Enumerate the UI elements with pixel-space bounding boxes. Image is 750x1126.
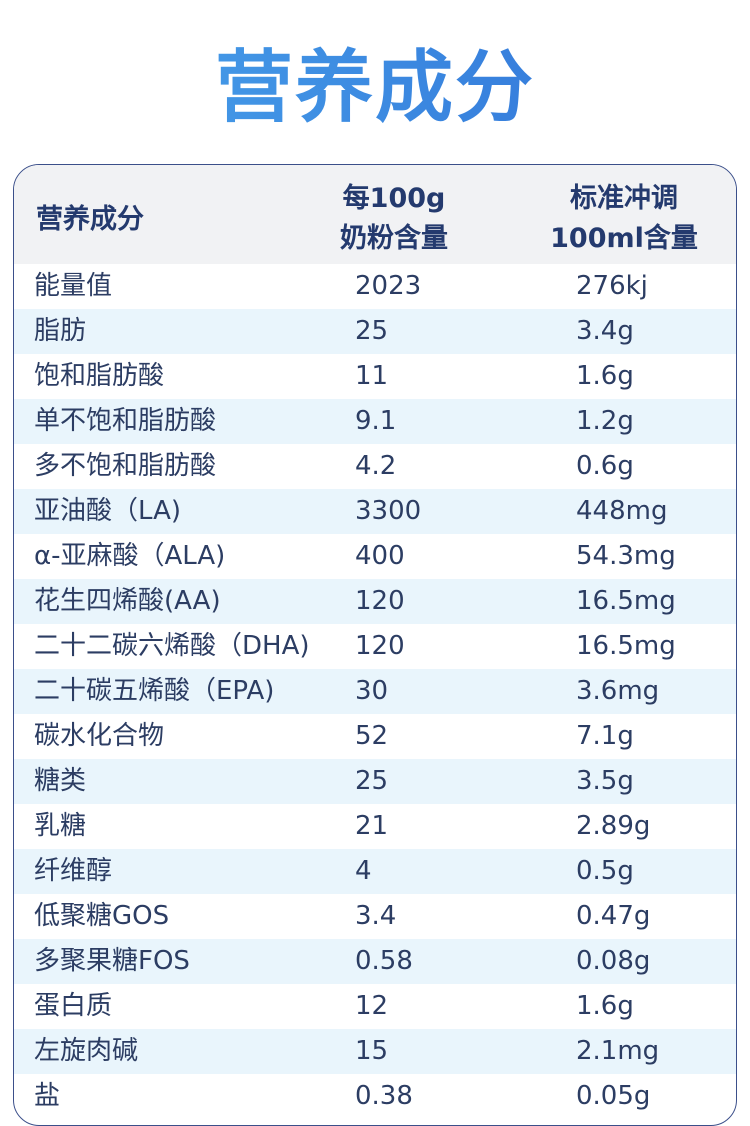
table-row: 单不饱和脂肪酸 9.1 1.2g xyxy=(14,399,736,444)
nutrient-name: 蛋白质 xyxy=(34,991,113,1021)
value-per-100ml: 3.4g xyxy=(576,316,634,346)
table-row: 饱和脂肪酸 11 1.6g xyxy=(14,354,736,399)
table-row: 能量值 2023 276kj xyxy=(14,264,736,309)
value-per-100ml: 1.2g xyxy=(576,406,634,436)
table-row: 亚油酸（LA) 3300 448mg xyxy=(14,489,736,534)
nutrient-name: 纤维醇 xyxy=(34,856,113,886)
nutrient-name: 脂肪 xyxy=(34,316,87,346)
nutrient-name: 饱和脂肪酸 xyxy=(34,361,165,391)
nutrient-name: 左旋肉碱 xyxy=(34,1036,139,1066)
nutrient-name: 单不饱和脂肪酸 xyxy=(34,406,217,436)
value-per-100g: 400 xyxy=(355,541,405,571)
value-per-100ml: 3.6mg xyxy=(576,676,660,706)
nutrient-name: 多不饱和脂肪酸 xyxy=(34,451,217,481)
value-per-100g: 3300 xyxy=(355,496,422,526)
value-per-100ml: 448mg xyxy=(576,496,668,526)
nutrient-name: 盐 xyxy=(34,1081,61,1111)
table-row: 乳糖 21 2.89g xyxy=(14,804,736,849)
value-per-100g: 120 xyxy=(355,586,405,616)
value-per-100ml: 2.89g xyxy=(576,811,651,841)
nutrient-name: 糖类 xyxy=(34,766,87,796)
header-per-100ml-line1: 标准冲调 xyxy=(570,183,678,214)
value-per-100ml: 7.1g xyxy=(576,721,634,751)
table-row: 二十碳五烯酸（EPA) 30 3.6mg xyxy=(14,669,736,714)
value-per-100g: 2023 xyxy=(355,271,422,301)
table-row: 盐 0.38 0.05g xyxy=(14,1074,736,1119)
value-per-100ml: 3.5g xyxy=(576,766,634,796)
value-per-100ml: 0.08g xyxy=(576,946,651,976)
header-per-100g-line2: 奶粉含量 xyxy=(340,223,448,254)
value-per-100ml: 0.47g xyxy=(576,901,651,931)
value-per-100ml: 0.6g xyxy=(576,451,634,481)
table-row: 多聚果糖FOS 0.58 0.08g xyxy=(14,939,736,984)
header-nutrient: 营养成分 xyxy=(36,204,144,235)
value-per-100ml: 276kj xyxy=(576,271,648,301)
value-per-100ml: 2.1mg xyxy=(576,1036,660,1066)
page-title: 营养成分 xyxy=(0,38,750,138)
value-per-100g: 15 xyxy=(355,1036,389,1066)
value-per-100g: 120 xyxy=(355,631,405,661)
value-per-100g: 4.2 xyxy=(355,451,397,481)
nutrient-name: 能量值 xyxy=(34,271,113,301)
table-row: 碳水化合物 52 7.1g xyxy=(14,714,736,759)
value-per-100g: 21 xyxy=(355,811,389,841)
nutrient-name: 低聚糖GOS xyxy=(34,901,170,931)
value-per-100g: 25 xyxy=(355,316,389,346)
value-per-100ml: 1.6g xyxy=(576,991,634,1021)
value-per-100ml: 54.3mg xyxy=(576,541,676,571)
header-per-100g: 每100g 奶粉含量 xyxy=(304,179,484,259)
value-per-100ml: 1.6g xyxy=(576,361,634,391)
value-per-100g: 52 xyxy=(355,721,389,751)
table-row: 纤维醇 4 0.5g xyxy=(14,849,736,894)
nutrient-name: 二十二碳六烯酸（DHA) xyxy=(34,631,310,661)
value-per-100g: 9.1 xyxy=(355,406,397,436)
nutrient-name: 二十碳五烯酸（EPA) xyxy=(34,676,275,706)
nutrient-name: α-亚麻酸（ALA) xyxy=(34,541,226,571)
table-row: α-亚麻酸（ALA) 400 54.3mg xyxy=(14,534,736,579)
table-row: 左旋肉碱 15 2.1mg xyxy=(14,1029,736,1074)
value-per-100g: 25 xyxy=(355,766,389,796)
header-per-100ml-line2: 100ml含量 xyxy=(550,223,698,254)
value-per-100ml: 0.5g xyxy=(576,856,634,886)
value-per-100ml: 16.5mg xyxy=(576,631,676,661)
table-row: 花生四烯酸(AA) 120 16.5mg xyxy=(14,579,736,624)
table-row: 低聚糖GOS 3.4 0.47g xyxy=(14,894,736,939)
table-row: 二十二碳六烯酸（DHA) 120 16.5mg xyxy=(14,624,736,669)
nutrition-table: 营养成分 每100g 奶粉含量 标准冲调 100ml含量 能量值 2023 276k… xyxy=(13,164,737,1126)
nutrient-name: 多聚果糖FOS xyxy=(34,946,190,976)
nutrient-name: 碳水化合物 xyxy=(34,721,165,751)
value-per-100ml: 16.5mg xyxy=(576,586,676,616)
value-per-100g: 0.58 xyxy=(355,946,413,976)
table-row: 蛋白质 12 1.6g xyxy=(14,984,736,1029)
header-per-100ml: 标准冲调 100ml含量 xyxy=(529,179,719,259)
value-per-100g: 4 xyxy=(355,856,372,886)
nutrient-name: 花生四烯酸(AA) xyxy=(34,586,221,616)
value-per-100g: 0.38 xyxy=(355,1081,413,1111)
table-row: 糖类 25 3.5g xyxy=(14,759,736,804)
nutrient-name: 亚油酸（LA) xyxy=(34,496,182,526)
value-per-100g: 30 xyxy=(355,676,389,706)
table-row: 脂肪 25 3.4g xyxy=(14,309,736,354)
value-per-100g: 11 xyxy=(355,361,389,391)
value-per-100ml: 0.05g xyxy=(576,1081,651,1111)
table-body: 能量值 2023 276kj 脂肪 25 3.4g 饱和脂肪酸 11 1.6g 单不饱和脂肪酸 9.… xyxy=(14,264,736,1119)
table-header: 营养成分 每100g 奶粉含量 标准冲调 100ml含量 xyxy=(14,165,736,264)
value-per-100g: 12 xyxy=(355,991,389,1021)
table-row: 多不饱和脂肪酸 4.2 0.6g xyxy=(14,444,736,489)
value-per-100g: 3.4 xyxy=(355,901,397,931)
header-per-100g-line1: 每100g xyxy=(342,183,446,214)
nutrient-name: 乳糖 xyxy=(34,811,87,841)
